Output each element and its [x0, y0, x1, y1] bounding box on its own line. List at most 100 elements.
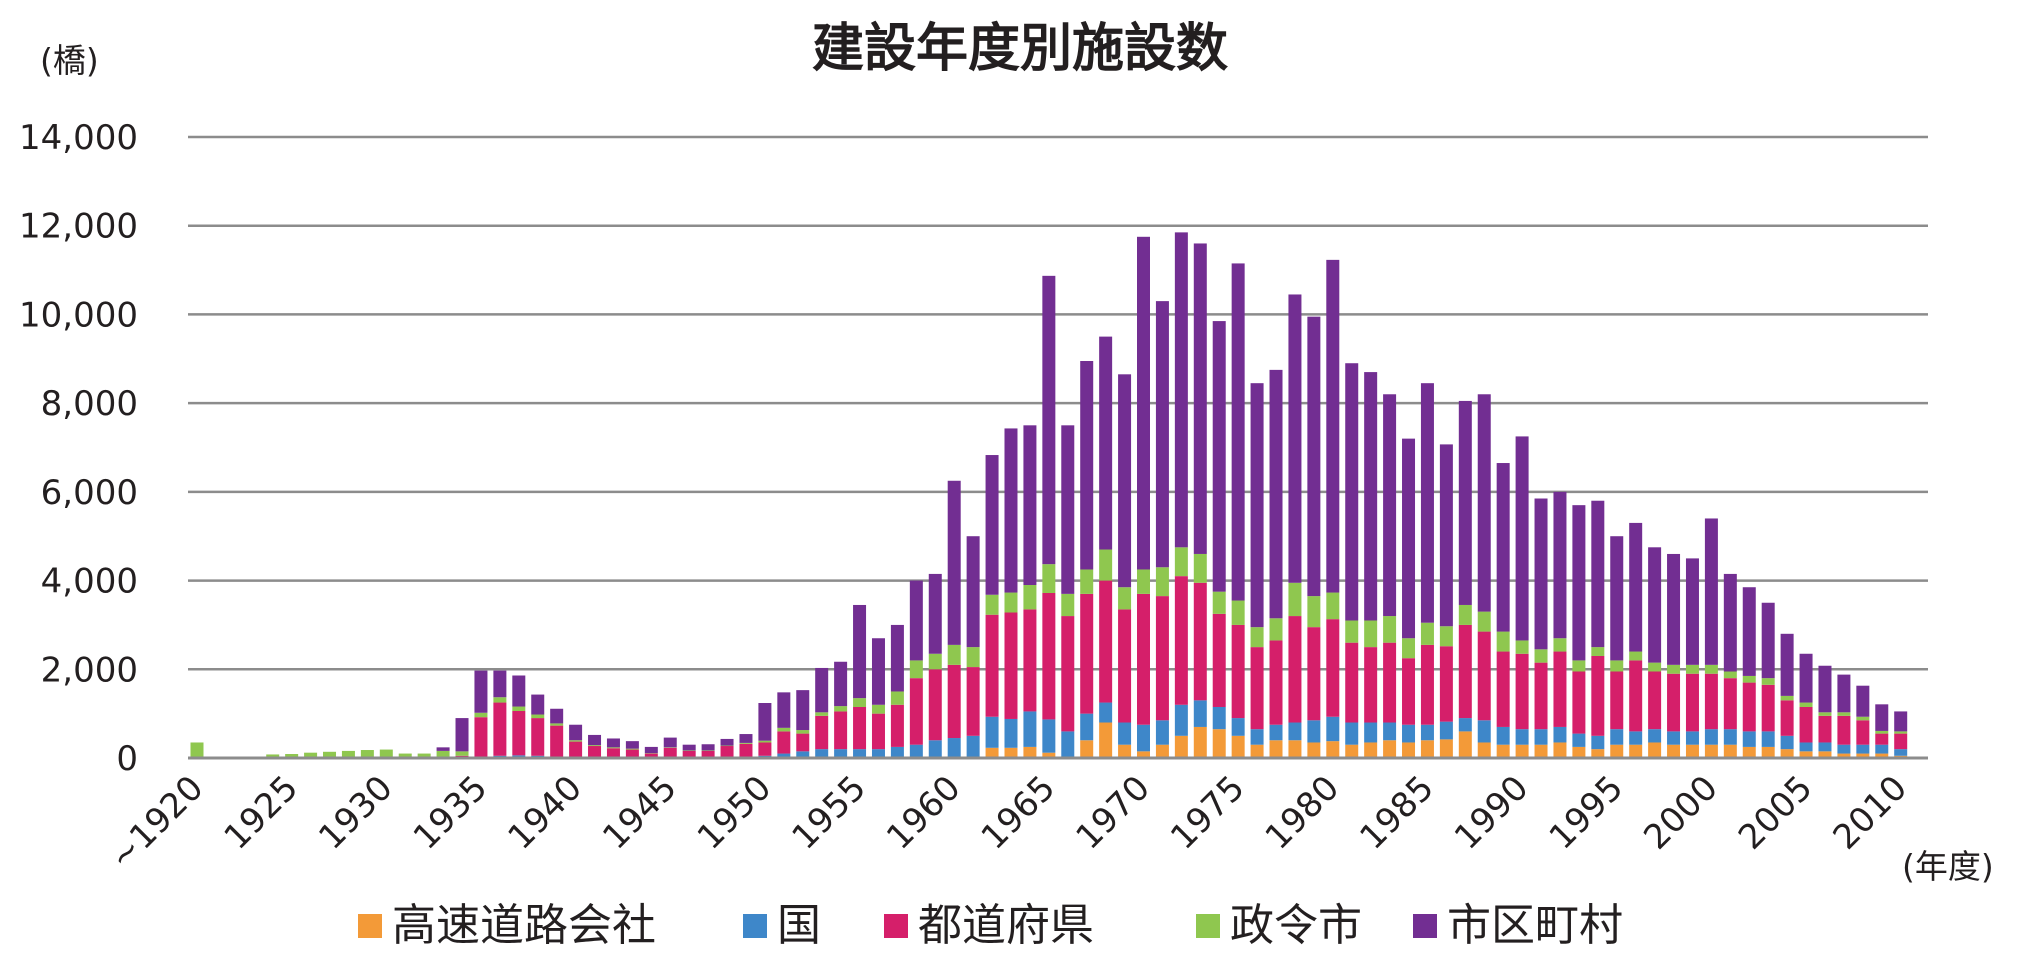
y-tick-label: 0	[116, 739, 138, 779]
bar-segment	[1780, 700, 1794, 736]
bar-stack	[1496, 463, 1510, 758]
bar-segment	[1761, 684, 1775, 732]
bar-segment	[1174, 735, 1188, 758]
bar-segment	[1080, 713, 1094, 741]
bar-segment	[834, 661, 848, 707]
bar-segment	[1591, 655, 1605, 736]
bar-stack	[796, 690, 810, 758]
bar-segment	[1212, 706, 1226, 730]
bar-segment	[1629, 651, 1643, 661]
bar-segment	[1761, 602, 1775, 679]
bar-segment	[1439, 739, 1453, 758]
bar-segment	[1704, 729, 1718, 745]
bar-segment	[1420, 740, 1434, 758]
bar-segment	[550, 723, 564, 726]
bar-segment	[1515, 744, 1529, 758]
bar-stack	[569, 724, 583, 758]
bar-segment	[1118, 744, 1132, 758]
bar-segment	[1345, 642, 1359, 723]
bar-stack	[1761, 602, 1775, 758]
x-axis-unit: (年度)	[1902, 847, 1994, 886]
bar-segment	[1648, 671, 1662, 730]
bar-segment	[1042, 275, 1056, 565]
bar-segment	[1610, 536, 1624, 661]
bar-stack	[190, 742, 204, 758]
bar-segment	[1780, 695, 1794, 701]
bar-segment	[1288, 616, 1302, 723]
bar-segment	[966, 536, 980, 648]
bar-segment	[1515, 436, 1529, 641]
x-tick-label: 1930	[311, 768, 400, 857]
bar-segment	[1704, 673, 1718, 730]
bar-segment	[853, 706, 867, 750]
x-tick-label: 1995	[1542, 768, 1631, 857]
bar-stack	[1439, 444, 1453, 758]
bar-segment	[1723, 744, 1737, 758]
bar-segment	[1383, 394, 1397, 617]
bar-segment	[1269, 369, 1283, 619]
bar-segment	[1704, 664, 1718, 674]
bar-segment	[1629, 522, 1643, 652]
bar-segment	[1496, 651, 1510, 727]
bar-segment	[1742, 731, 1756, 747]
bar-segment	[739, 742, 753, 744]
bar-segment	[588, 734, 602, 746]
bar-segment	[1629, 744, 1643, 758]
y-axis-ticks: 0 2,000 4,000 6,000 8,000 10,000 12,000 14,000	[19, 118, 138, 779]
bar-segment	[1534, 498, 1548, 650]
bar-segment	[1458, 718, 1472, 732]
bar-stack	[1174, 232, 1188, 758]
bar-stack	[455, 718, 469, 758]
bar-segment	[588, 746, 602, 758]
legend: 高速道路会社 国 都道府県 政令市 市区町村	[358, 900, 1623, 951]
chart-title: 建設年度別施設数	[812, 19, 1228, 79]
bar-segment	[1250, 383, 1264, 628]
bar-segment	[1174, 232, 1188, 548]
bar-stack	[1420, 383, 1434, 758]
bar-stack	[1099, 336, 1113, 758]
bar-stack	[1212, 321, 1226, 758]
bar-segment	[1875, 733, 1889, 745]
bar-segment	[1685, 673, 1699, 732]
bar-segment	[417, 753, 431, 758]
bar-segment	[1856, 716, 1870, 721]
bar-stack	[1023, 425, 1037, 758]
x-tick-label: 1965	[974, 768, 1063, 857]
bar-segment	[1307, 596, 1321, 628]
bar-segment	[1231, 718, 1245, 736]
bar-segment	[1061, 616, 1075, 732]
bar-segment	[1894, 731, 1908, 734]
bar-segment	[890, 624, 904, 692]
bar-segment	[1704, 518, 1718, 665]
bar-segment	[890, 691, 904, 705]
bar-segment	[1667, 731, 1681, 745]
x-tick-label: 1955	[784, 768, 873, 857]
bar-segment	[512, 706, 526, 711]
bar-segment	[1591, 647, 1605, 656]
bar-segment	[1174, 704, 1188, 736]
bar-segment	[493, 702, 507, 756]
bar-segment	[663, 737, 677, 748]
legend-item: 都道府県	[884, 900, 1094, 951]
bar-segment	[1572, 746, 1586, 758]
bar-segment	[1269, 740, 1283, 758]
bar-stack	[1534, 498, 1548, 758]
bar-segment	[1137, 593, 1150, 725]
bar-segment	[1288, 582, 1302, 617]
bar-segment	[550, 708, 564, 724]
bar-stack	[758, 703, 772, 758]
bar-segment	[1099, 702, 1113, 723]
bar-segment	[928, 653, 942, 670]
bar-segment	[1723, 678, 1737, 730]
bar-segment	[758, 740, 772, 743]
bar-segment	[1383, 740, 1397, 758]
x-tick-label: 1980	[1258, 768, 1347, 857]
bar-segment	[1174, 576, 1188, 705]
bar-segment	[1761, 746, 1775, 758]
bar-segment	[1155, 301, 1169, 568]
bar-segment	[1326, 259, 1340, 593]
bar-segment	[1080, 740, 1094, 758]
bar-segment	[1099, 336, 1113, 550]
bar-segment	[1496, 631, 1510, 652]
bar-segment	[1042, 564, 1056, 593]
